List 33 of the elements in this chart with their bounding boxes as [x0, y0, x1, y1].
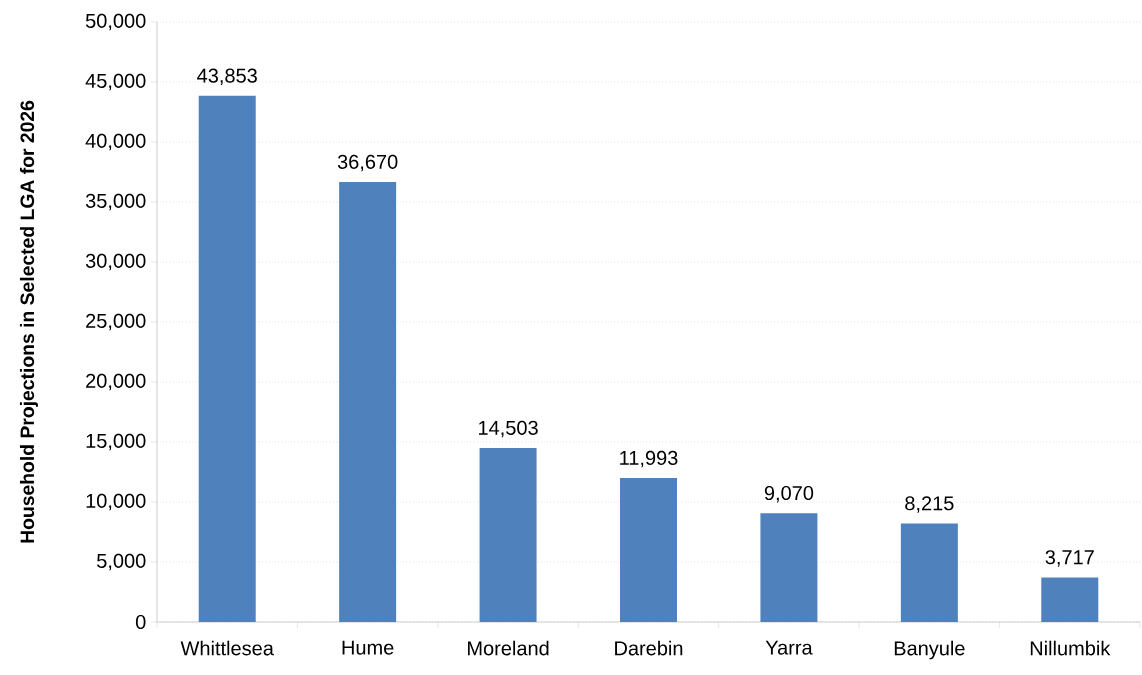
y-tick-label: 35,000: [85, 193, 146, 211]
x-tick-label: Whittlesea: [180, 640, 274, 656]
x-tick-label: Nillumbik: [1030, 640, 1111, 656]
bar: [900, 523, 958, 622]
y-tick-label: 15,000: [86, 433, 146, 451]
x-tick-label: Banyule: [894, 640, 965, 660]
x-tick-label: Yarra: [765, 640, 813, 655]
data-label: 3,717: [1045, 550, 1094, 567]
y-tick-label: 50,000: [85, 13, 146, 31]
data-label: 8,215: [905, 496, 954, 513]
y-axis-title: Household Projections in Selected LGA for 2026: [19, 100, 38, 543]
y-tick-label: 0: [135, 614, 146, 630]
bar: [339, 181, 397, 622]
y-tick-label: 20,000: [86, 373, 146, 391]
x-tick-label: Hume: [342, 640, 394, 655]
y-tick-label: 40,000: [85, 133, 146, 151]
data-label: 43,853: [197, 68, 257, 86]
y-tick-label: 45,000: [85, 73, 146, 91]
y-tick-label: 10,000: [86, 493, 146, 511]
bar: [760, 513, 818, 622]
y-tick-label: 5,000: [97, 553, 146, 571]
y-tick-label: 30,000: [85, 253, 146, 271]
bar: [620, 478, 677, 622]
bar: [479, 447, 537, 622]
x-tick-label: Darebin: [615, 640, 683, 656]
bar: [198, 95, 256, 622]
bar: [1041, 577, 1099, 622]
data-label: 11,993: [620, 450, 678, 468]
data-label: 36,670: [337, 154, 398, 172]
x-tick-label: Moreland: [468, 640, 549, 656]
data-label: 9,070: [764, 485, 814, 503]
y-tick-label: 25,000: [86, 313, 146, 331]
data-label: 14,503: [479, 420, 538, 438]
